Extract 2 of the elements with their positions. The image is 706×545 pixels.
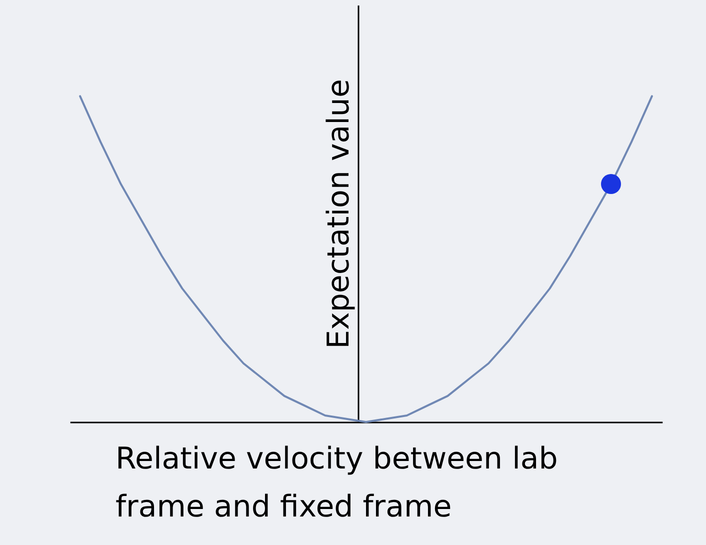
x-axis-title: Relative velocity between lab frame and fixed frame bbox=[116, 442, 558, 524]
y-axis-title: Expectation value bbox=[322, 79, 356, 349]
